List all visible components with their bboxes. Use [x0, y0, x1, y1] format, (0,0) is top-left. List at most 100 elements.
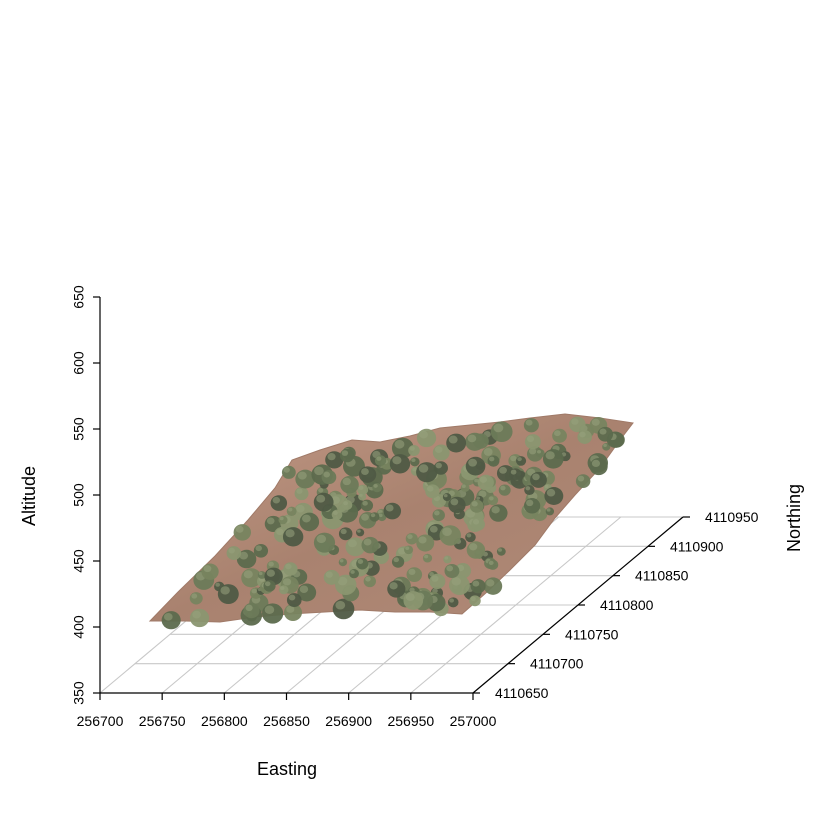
tree-crown: [201, 563, 219, 580]
tree-crown: [297, 583, 317, 602]
tree-crown: [408, 445, 420, 457]
tree-crown: [391, 556, 405, 568]
tree-crown: [469, 499, 484, 513]
tree-crown: [341, 500, 353, 510]
tree-crown: [602, 442, 611, 451]
tree-crown: [345, 537, 366, 557]
tree-crown: [377, 512, 387, 522]
tree-crown: [552, 428, 567, 443]
tree-crown: [295, 469, 316, 489]
z-tick-label: 600: [71, 351, 87, 375]
tree-crown: [589, 457, 608, 476]
y-tick-label: 4110850: [635, 568, 689, 584]
tree-crown: [535, 449, 545, 458]
y-tick-label: 4110900: [670, 538, 724, 554]
tree-crown: [489, 504, 508, 522]
tree-crown: [425, 484, 440, 499]
tree-crown: [383, 502, 402, 520]
tree-crown: [416, 428, 437, 448]
z-tick-label: 500: [71, 483, 87, 507]
tree-crown: [335, 574, 357, 595]
tree-crown: [278, 585, 289, 595]
tree-crown: [161, 611, 181, 630]
tree-crown: [466, 541, 486, 559]
tree-crown: [496, 465, 515, 482]
tree-crown: [372, 482, 382, 493]
tree-crown: [410, 457, 420, 467]
tree-crown: [270, 495, 288, 511]
tree-crown: [460, 483, 470, 492]
tree-crown: [487, 455, 500, 467]
tree-crown: [515, 456, 527, 466]
tree-crown: [432, 444, 450, 461]
tree-crown: [544, 487, 564, 505]
z-tick-label: 400: [71, 615, 87, 639]
tree-crown: [569, 416, 586, 433]
tree-crown: [449, 575, 470, 595]
tree-crown: [325, 451, 344, 469]
tree-crown: [487, 559, 499, 570]
tree-crown: [189, 608, 210, 628]
z-tick-label: 650: [71, 285, 87, 309]
z-tick-label: 350: [71, 681, 87, 705]
y-tick-label: 4110800: [600, 597, 654, 613]
tree-crown: [236, 549, 257, 569]
tree-crown: [283, 562, 298, 576]
tree-crown: [313, 492, 334, 512]
tree-crown: [405, 533, 418, 545]
tree-crown: [332, 598, 355, 620]
z-tick-label: 550: [71, 417, 87, 441]
tree-crown: [496, 547, 506, 556]
tree-crown: [448, 496, 466, 514]
tree-crown: [403, 591, 424, 610]
tree-crown: [490, 421, 513, 443]
x-tick-label: 256700: [77, 713, 124, 729]
tree-crown: [369, 512, 380, 522]
tree-crown: [338, 558, 348, 567]
tree-crown: [465, 456, 486, 476]
tree-crown: [523, 418, 539, 433]
tree-crown: [442, 493, 452, 501]
tree-crown: [278, 515, 288, 525]
tree-crown: [233, 524, 252, 541]
tree-crown: [357, 484, 369, 495]
z-axis-title: Altitude: [19, 466, 39, 526]
tree-crown: [432, 509, 445, 522]
tree-crown: [524, 434, 541, 450]
x-tick-label: 257000: [450, 713, 497, 729]
x-tick-label: 256950: [387, 713, 434, 729]
tree-crown: [470, 579, 486, 594]
tree-crown: [444, 563, 460, 579]
tree-crown: [313, 532, 336, 553]
y-tick-label: 4110700: [530, 656, 584, 672]
tree-crown: [349, 569, 359, 579]
tree-crown: [360, 499, 374, 512]
tree-crown: [465, 432, 485, 451]
tree-crown: [471, 517, 485, 531]
vegetation-canopy: [161, 416, 625, 630]
axes: 350 400 450 500 550 600 650 256700 256750 256800 2…: [71, 285, 759, 729]
tree-crown: [429, 573, 446, 590]
tree-crown: [356, 557, 369, 570]
tree-crown: [391, 437, 414, 459]
tree-crown: [243, 603, 260, 619]
tree-crown: [358, 492, 367, 501]
tree-crown: [286, 506, 297, 516]
tree-crown: [283, 603, 303, 622]
tree-crown: [387, 580, 406, 598]
tree-crown: [465, 532, 476, 543]
tree-crown: [406, 567, 423, 582]
tree-crown: [575, 474, 591, 488]
tree-crown: [530, 471, 547, 488]
tree-crown: [323, 569, 340, 585]
tree-crown: [439, 525, 462, 546]
tree-crown: [281, 465, 296, 479]
tree-crown: [257, 571, 267, 579]
tree-crown: [509, 468, 522, 481]
tree-crown: [241, 568, 262, 588]
tree-crown: [361, 536, 379, 554]
tree-crown: [416, 534, 435, 552]
tree-crown: [282, 527, 304, 547]
tree-crown: [389, 454, 411, 474]
